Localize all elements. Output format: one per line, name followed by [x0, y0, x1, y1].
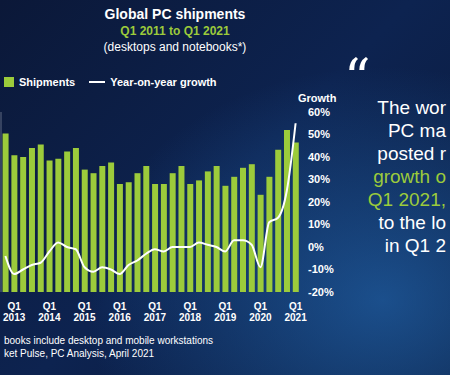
- svg-text:30%: 30%: [308, 173, 330, 185]
- html-text:in Q1 2: in Q1 2: [384, 235, 446, 256]
- svg-text:-10%: -10%: [308, 263, 334, 275]
- svg-text:50%: 50%: [308, 128, 330, 140]
- html-text:The wor: The wor: [377, 97, 446, 118]
- svg-text:Q12014: Q12014: [38, 301, 61, 323]
- svg-text:Q12018: Q12018: [179, 301, 202, 323]
- svg-text:Q12021: Q12021: [284, 301, 307, 323]
- html-text:Global PC shipments: Global PC shipments: [104, 6, 246, 22]
- html-text:Q1 2011 to Q1 2021: Q1 2011 to Q1 2021: [120, 24, 230, 38]
- html-text:to the lo: to the lo: [378, 212, 446, 233]
- svg-text:Q12020: Q12020: [249, 301, 272, 323]
- html-text:ket Pulse, PC Analysis, April: ket Pulse, PC Analysis, April 2021: [4, 348, 155, 359]
- svg-text:40%: 40%: [308, 151, 330, 163]
- svg-text:Q12017: Q12017: [144, 301, 167, 323]
- html-text:Q1 2021,: Q1 2021,: [367, 189, 446, 210]
- svg-text:60%: 60%: [308, 106, 330, 118]
- html-text:books include desktop and mobi: books include desktop and mobile worksta…: [4, 335, 213, 346]
- html-text:Growth: Growth: [298, 92, 337, 104]
- svg-text:0%: 0%: [308, 241, 324, 253]
- svg-text:Q12015: Q12015: [73, 301, 96, 323]
- html-text:PC ma: PC ma: [387, 120, 446, 141]
- svg-text:Q12013: Q12013: [3, 301, 26, 323]
- svg-text:10%: 10%: [308, 218, 330, 230]
- html-text:posted r: posted r: [377, 143, 446, 164]
- html-text:(desktops and notebooks*): (desktops and notebooks*): [103, 40, 247, 54]
- html-text:Year-on-year growth: Year-on-year growth: [110, 76, 217, 88]
- svg-text:Q12019: Q12019: [214, 301, 237, 323]
- html-text:Shipments: Shipments: [19, 76, 76, 88]
- svg-text:20%: 20%: [308, 196, 330, 208]
- svg-text:Q12016: Q12016: [109, 301, 132, 323]
- svg-text:-20%: -20%: [308, 286, 334, 298]
- html-text:growth o: growth o: [373, 166, 446, 187]
